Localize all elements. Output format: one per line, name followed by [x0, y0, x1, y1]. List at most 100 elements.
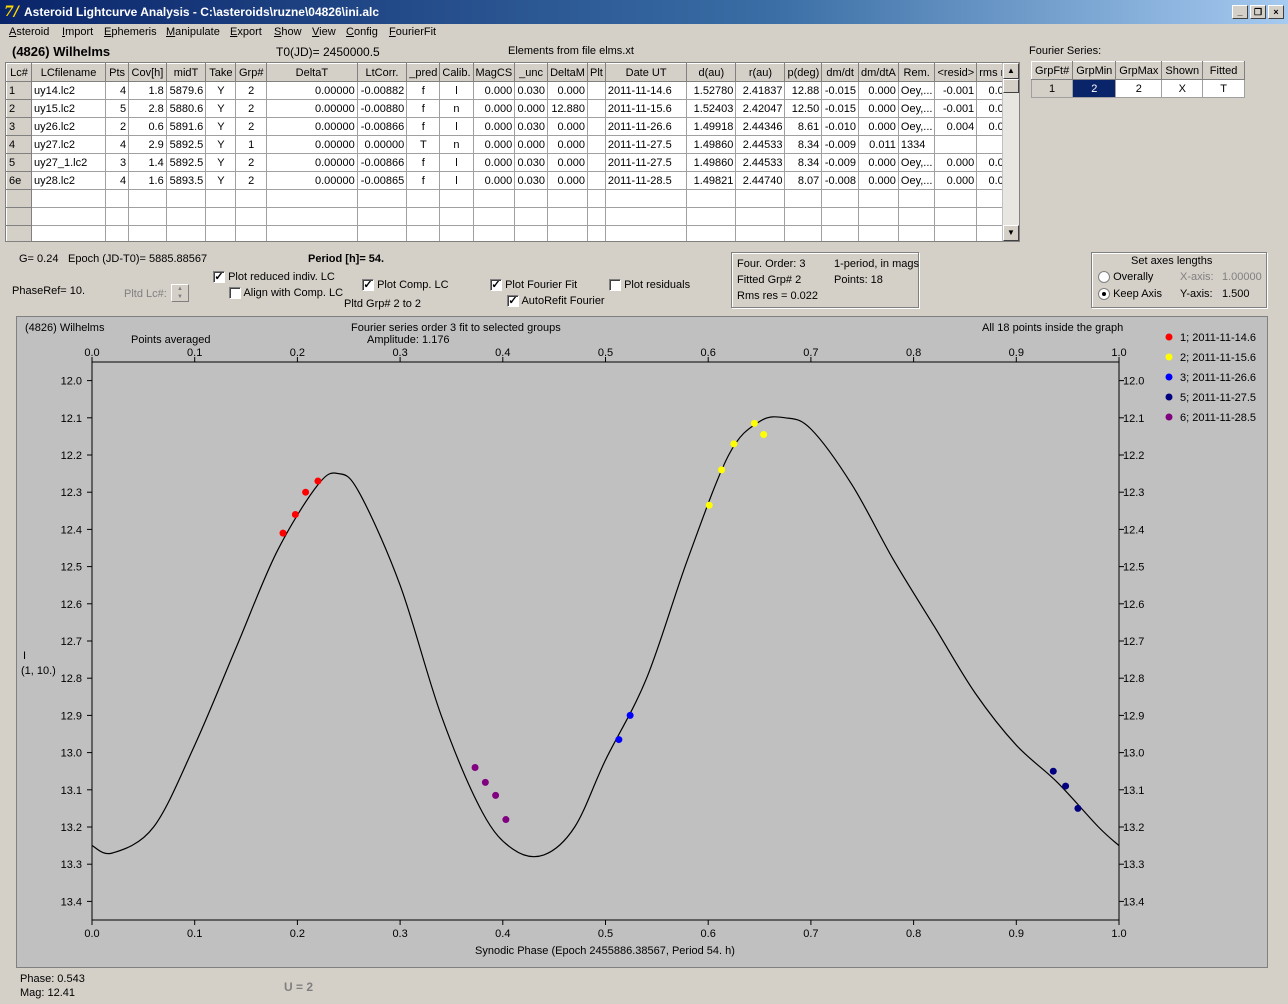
grid-cell[interactable]: 2.42047	[735, 99, 786, 118]
x-axis-value[interactable]: 1.00000	[1222, 271, 1262, 283]
grid-cell[interactable]: uy26.lc2	[30, 117, 107, 136]
grid-cell[interactable]: -0.008	[821, 171, 860, 190]
grid-cell[interactable]: f	[406, 117, 441, 136]
grid-cell-empty[interactable]	[205, 189, 237, 208]
overall-radio-dot[interactable]	[1098, 271, 1110, 284]
grid-cell-empty[interactable]	[356, 225, 408, 241]
col-d-au[interactable]: d(au)	[686, 63, 737, 82]
plot-comp-check[interactable]: ✓	[362, 279, 374, 292]
grid-cell[interactable]: 1	[6, 81, 32, 100]
grid-cell[interactable]: 5892.5	[165, 135, 207, 154]
grid-cell[interactable]: -0.010	[821, 117, 860, 136]
grid-cell-empty[interactable]	[266, 207, 358, 226]
grid-cell-empty[interactable]	[266, 225, 358, 241]
grid-cell-empty[interactable]	[858, 189, 899, 208]
grid-cell[interactable]: -0.00865	[356, 171, 408, 190]
grid-cell[interactable]: Y	[205, 99, 237, 118]
grid-cell-empty[interactable]	[105, 207, 130, 226]
col-magcs[interactable]: MagCS	[472, 63, 516, 82]
grid-cell[interactable]: 0.000	[547, 117, 588, 136]
scroll-down-icon[interactable]: ▼	[1003, 225, 1019, 241]
grid-cell-empty[interactable]	[439, 189, 474, 208]
grid-cell[interactable]: uy27.lc2	[30, 135, 107, 154]
grid-cell-empty[interactable]	[586, 225, 606, 241]
grid-cell[interactable]: 0.030	[514, 171, 549, 190]
empty-row[interactable]	[6, 207, 1019, 226]
autorefit-check[interactable]: ✓	[507, 295, 519, 308]
grid-cell[interactable]: 5891.6	[165, 117, 207, 136]
grid-cell-empty[interactable]	[472, 225, 516, 241]
grid-cell[interactable]: l	[439, 117, 474, 136]
grid-cell-empty[interactable]	[205, 225, 237, 241]
grid-cell[interactable]: 1.49918	[686, 117, 737, 136]
y-axis-value[interactable]: 1.500	[1222, 288, 1250, 300]
grid-cell[interactable]	[586, 171, 606, 190]
table-row[interactable]: 2 uy15.lc2 5 2.8 5880.6 Y 2 0.00000 -0.00880 f n 0.…	[6, 99, 1019, 118]
grid-cell[interactable]: 3	[105, 153, 130, 172]
grid-cell[interactable]: 1.49860	[686, 153, 737, 172]
grid-cell[interactable]: 2	[235, 117, 267, 136]
restore-button[interactable]: ❐	[1250, 5, 1266, 19]
grid-cell[interactable]: 0.000	[858, 117, 899, 136]
minimize-button[interactable]: _	[1232, 5, 1248, 19]
grid-cell-empty[interactable]	[235, 225, 267, 241]
grid-cell[interactable]: 0.030	[514, 153, 549, 172]
grid-cell[interactable]: Y	[205, 171, 237, 190]
align-comp-check[interactable]	[229, 287, 241, 300]
grid-cell-empty[interactable]	[686, 189, 737, 208]
grid-cell[interactable]: n	[439, 135, 474, 154]
data-point[interactable]	[492, 791, 500, 799]
grid-cell[interactable]: 0.000	[934, 153, 978, 172]
grid-cell[interactable]: 2011-11-27.5	[604, 135, 688, 154]
menu-view[interactable]: View	[312, 26, 336, 38]
col-pts[interactable]: Pts	[105, 63, 130, 82]
data-point[interactable]	[705, 501, 713, 509]
grid-cell[interactable]: 2011-11-15.6	[604, 99, 688, 118]
grid-cell-empty[interactable]	[128, 225, 167, 241]
four-col-grpmin[interactable]: GrpMin	[1072, 61, 1117, 80]
grid-cell[interactable]: 0.000	[472, 99, 516, 118]
grid-cell[interactable]: 8.34	[784, 153, 823, 172]
grid-cell-empty[interactable]	[784, 207, 823, 226]
align-comp-checkbox[interactable]: Align with Comp. LC	[229, 287, 343, 300]
grid-cell[interactable]: n	[439, 99, 474, 118]
grid-cell[interactable]: 2	[235, 171, 267, 190]
table-row[interactable]: 5 uy27_1.lc2 3 1.4 5892.5 Y 2 0.00000 -0.00866 f l…	[6, 153, 1019, 172]
grid-cell-empty[interactable]	[821, 189, 860, 208]
plot-panel[interactable]: (4826) Wilhelms Points averaged Fourier …	[16, 316, 1268, 968]
grid-cell[interactable]: 2.8	[128, 99, 167, 118]
grid-cell[interactable]: 0.004	[934, 117, 978, 136]
grid-cell[interactable]: 0.000	[547, 153, 588, 172]
grid-cell-empty[interactable]	[6, 189, 32, 208]
menu-export[interactable]: Export	[230, 26, 262, 38]
data-point[interactable]	[279, 529, 287, 537]
grid-cell-empty[interactable]	[266, 189, 358, 208]
grid-cell[interactable]: 8.34	[784, 135, 823, 154]
grid-cell[interactable]: 0.00000	[266, 81, 358, 100]
table-row[interactable]: 3 uy26.lc2 2 0.6 5891.6 Y 2 0.00000 -0.00866 f l 0.…	[6, 117, 1019, 136]
col-lc[interactable]: Lc#	[6, 63, 32, 82]
grid-cell[interactable]: Y	[205, 135, 237, 154]
grid-cell[interactable]: 2011-11-26.6	[604, 117, 688, 136]
grid-cell-empty[interactable]	[547, 207, 588, 226]
grid-scrollbar[interactable]: ▲ ▼	[1002, 63, 1019, 241]
grid-cell[interactable]: uy28.lc2	[30, 171, 107, 190]
grid-cell-empty[interactable]	[586, 189, 606, 208]
grid-cell-empty[interactable]	[934, 189, 978, 208]
grid-cell-empty[interactable]	[514, 189, 549, 208]
grid-cell[interactable]: 2011-11-27.5	[604, 153, 688, 172]
grid-cell[interactable]: 3	[6, 117, 32, 136]
grid-cell[interactable]: 0.000	[858, 171, 899, 190]
grid-cell[interactable]: 0.000	[858, 99, 899, 118]
grid-cell[interactable]: 0.00000	[356, 135, 408, 154]
grid-cell[interactable]: f	[406, 153, 441, 172]
grid-cell[interactable]: uy15.lc2	[30, 99, 107, 118]
plot-fourier-check[interactable]: ✓	[490, 279, 502, 292]
col-resid[interactable]: <resid>	[934, 63, 978, 82]
data-point[interactable]	[718, 466, 726, 474]
grid-cell-empty[interactable]	[821, 225, 860, 241]
empty-row[interactable]	[6, 225, 1019, 241]
grid-cell[interactable]: uy27_1.lc2	[30, 153, 107, 172]
col-r-au[interactable]: r(au)	[735, 63, 786, 82]
